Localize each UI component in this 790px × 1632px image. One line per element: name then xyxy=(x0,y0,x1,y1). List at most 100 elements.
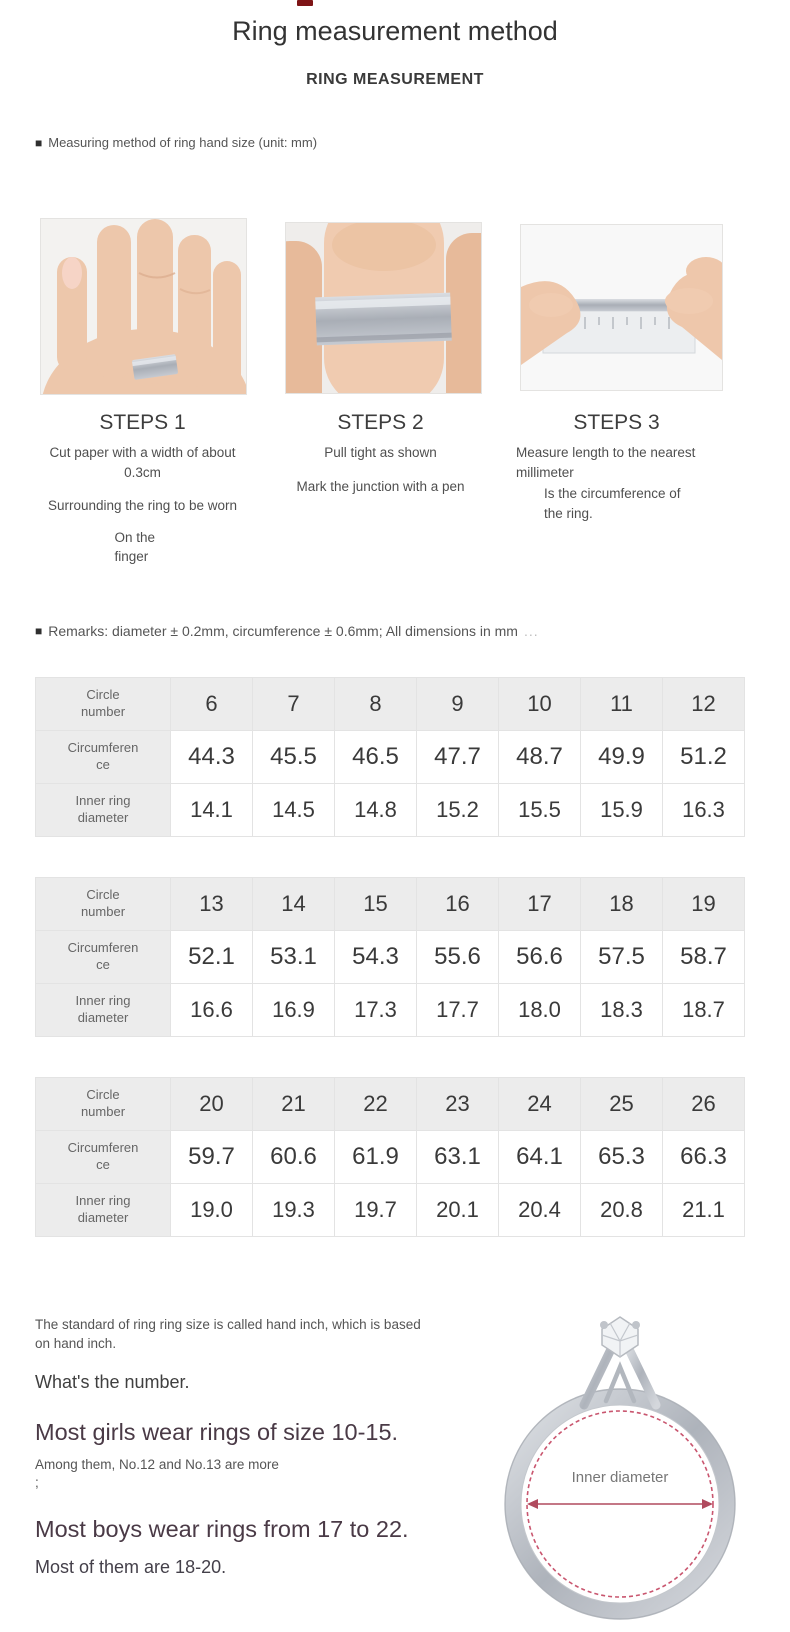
remarks-line: ■ Remarks: diameter ± 0.2mm, circumferen… xyxy=(35,623,790,639)
size-cell: 7 xyxy=(252,676,335,731)
size-cell: 14 xyxy=(252,876,335,931)
circumference-cell: 65.3 xyxy=(580,1129,663,1184)
row-label-inner-diameter: Inner ring diameter xyxy=(35,782,171,837)
table-row: Circumference 59.7 60.6 61.9 63.1 64.1 6… xyxy=(35,1129,745,1184)
ring-diagram: Inner diameter xyxy=(470,1309,770,1632)
top-red-mark xyxy=(297,0,313,6)
step3-line2: Is the circumference of the ring. xyxy=(544,486,681,521)
circumference-cell: 64.1 xyxy=(498,1129,581,1184)
size-cell: 10 xyxy=(498,676,581,731)
inner-diameter-cell: 17.7 xyxy=(416,982,499,1037)
size-cell: 21 xyxy=(252,1076,335,1131)
circumference-cell: 51.2 xyxy=(662,729,745,784)
girls-note-line: Among them, No.12 and No.13 are more xyxy=(35,1456,279,1472)
table-row: Circle number 20 21 22 23 24 25 26 xyxy=(35,1076,745,1131)
step1-caption: STEPS 1 Cut paper with a width of about … xyxy=(40,411,245,567)
circumference-cell: 59.7 xyxy=(170,1129,253,1184)
step1-photo-hand-with-ring xyxy=(40,218,247,395)
inner-diameter-cell: 15.5 xyxy=(498,782,581,837)
size-cell: 22 xyxy=(334,1076,417,1131)
circumference-cell: 63.1 xyxy=(416,1129,499,1184)
footer-text-column: The standard of ring ring size is called… xyxy=(35,1303,470,1632)
step3-photo-ruler-measure xyxy=(520,224,723,391)
inner-diameter-cell: 18.7 xyxy=(662,982,745,1037)
step-captions-row: STEPS 1 Cut paper with a width of about … xyxy=(0,411,790,567)
inner-diameter-cell: 15.2 xyxy=(416,782,499,837)
ring-inner-diameter-illustration xyxy=(504,1315,736,1620)
remarks-text: Remarks: diameter ± 0.2mm, circumference… xyxy=(48,622,518,639)
step3-title: STEPS 3 xyxy=(573,411,660,434)
size-cell: 16 xyxy=(416,876,499,931)
girls-size-line: Most girls wear rings of size 10-15. xyxy=(35,1418,399,1445)
inner-diameter-cell: 14.8 xyxy=(334,782,417,837)
step2-title: STEPS 2 xyxy=(337,411,424,434)
step-photos-row xyxy=(0,218,790,395)
inner-diameter-cell: 18.0 xyxy=(498,982,581,1037)
size-table-3: Circle number 20 21 22 23 24 25 26 Circu… xyxy=(35,1076,745,1237)
size-cell: 24 xyxy=(498,1076,581,1131)
row-label-circumference: Circumference xyxy=(35,729,171,784)
circumference-cell: 54.3 xyxy=(334,929,417,984)
table-row: Circumference 52.1 53.1 54.3 55.6 56.6 5… xyxy=(35,929,745,984)
square-bullet-icon: ■ xyxy=(35,135,43,150)
circumference-cell: 66.3 xyxy=(662,1129,745,1184)
inner-diameter-cell: 16.9 xyxy=(252,982,335,1037)
inner-diameter-cell: 18.3 xyxy=(580,982,663,1037)
footer-section: The standard of ring ring size is called… xyxy=(0,1303,790,1632)
size-cell: 20 xyxy=(170,1076,253,1131)
size-cell: 19 xyxy=(662,876,745,931)
row-label-circumference: Circumference xyxy=(35,929,171,984)
square-bullet-icon: ■ xyxy=(35,623,43,638)
size-table-1: Circle number 6 7 8 9 10 11 12 Circumfer… xyxy=(35,676,745,837)
table-row: Circumference 44.3 45.5 46.5 47.7 48.7 4… xyxy=(35,729,745,784)
row-label-circle-number: Circle number xyxy=(35,1076,171,1131)
girls-note-semicolon: ; xyxy=(35,1474,39,1490)
remarks-ellipsis: ... xyxy=(523,622,539,639)
section-label-measuring-method: ■ Measuring method of ring hand size (un… xyxy=(35,135,790,150)
circumference-cell: 52.1 xyxy=(170,929,253,984)
row-label-circle-number: Circle number xyxy=(35,876,171,931)
size-cell: 13 xyxy=(170,876,253,931)
inner-diameter-cell: 15.9 xyxy=(580,782,663,837)
ruler-measuring-illustration xyxy=(521,225,722,390)
inner-diameter-cell: 16.3 xyxy=(662,782,745,837)
size-cell: 23 xyxy=(416,1076,499,1131)
inner-diameter-cell: 19.3 xyxy=(252,1182,335,1237)
circumference-cell: 53.1 xyxy=(252,929,335,984)
step2-line2: Mark the junction with a pen xyxy=(296,478,465,494)
circumference-cell: 58.7 xyxy=(662,929,745,984)
step2-caption: STEPS 2 Pull tight as shown Mark the jun… xyxy=(283,411,478,567)
circumference-cell: 48.7 xyxy=(498,729,581,784)
table-row: Inner ring diameter 16.6 16.9 17.3 17.7 … xyxy=(35,982,745,1037)
table-row: Inner ring diameter 19.0 19.3 19.7 20.1 … xyxy=(35,1182,745,1237)
inner-diameter-cell: 19.7 xyxy=(334,1182,417,1237)
finger-with-band-illustration xyxy=(286,223,481,393)
size-cell: 26 xyxy=(662,1076,745,1131)
row-label-circle-number: Circle number xyxy=(35,676,171,731)
inner-diameter-cell: 20.8 xyxy=(580,1182,663,1237)
size-cell: 6 xyxy=(170,676,253,731)
step2-photo-finger-closeup xyxy=(285,222,482,394)
circumference-cell: 49.9 xyxy=(580,729,663,784)
circumference-cell: 55.6 xyxy=(416,929,499,984)
step1-line2: Surrounding the ring to be worn xyxy=(47,498,238,514)
row-label-inner-diameter: Inner ring diameter xyxy=(35,1182,171,1237)
page-title: Ring measurement method xyxy=(232,16,558,46)
table-row: Circle number 13 14 15 16 17 18 19 xyxy=(35,876,745,931)
standard-note: The standard of ring ring size is called… xyxy=(35,1316,421,1352)
circumference-cell: 45.5 xyxy=(252,729,335,784)
size-cell: 18 xyxy=(580,876,663,931)
circumference-cell: 57.5 xyxy=(580,929,663,984)
circumference-cell: 56.6 xyxy=(498,929,581,984)
row-label-inner-diameter: Inner ring diameter xyxy=(35,982,171,1037)
whats-number-line: What's the number. xyxy=(35,1371,190,1392)
step3-line1: Measure length to the nearest millimeter xyxy=(516,445,696,480)
inner-diameter-cell: 20.1 xyxy=(416,1182,499,1237)
size-cell: 11 xyxy=(580,676,663,731)
inner-diameter-cell: 20.4 xyxy=(498,1182,581,1237)
inner-diameter-cell: 21.1 xyxy=(662,1182,745,1237)
table-row: Circle number 6 7 8 9 10 11 12 xyxy=(35,676,745,731)
inner-diameter-label: Inner diameter xyxy=(571,1468,669,1486)
inner-diameter-cell: 16.6 xyxy=(170,982,253,1037)
